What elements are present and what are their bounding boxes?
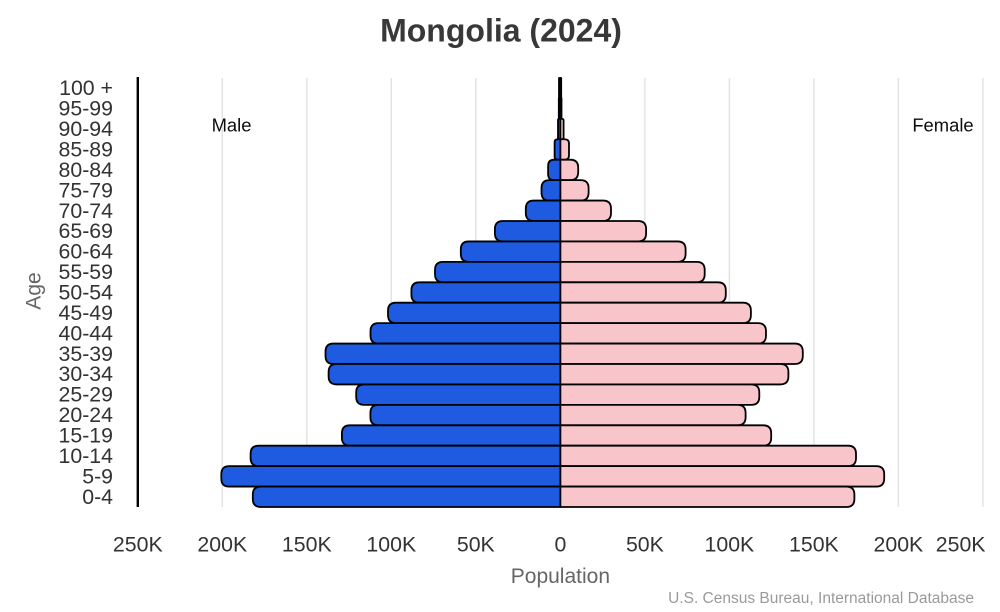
svg-text:80-84: 80-84 [59, 158, 114, 182]
svg-text:90-94: 90-94 [59, 117, 114, 141]
svg-text:60-64: 60-64 [59, 240, 114, 264]
svg-text:50-54: 50-54 [59, 281, 114, 305]
svg-text:U.S. Census Bureau, Internatio: U.S. Census Bureau, International Databa… [668, 590, 974, 607]
svg-text:50K: 50K [457, 533, 495, 557]
svg-text:200K: 200K [197, 533, 247, 557]
svg-text:10-14: 10-14 [59, 444, 114, 468]
svg-text:100 +: 100 + [59, 76, 113, 100]
svg-text:55-59: 55-59 [59, 260, 113, 284]
svg-text:250K: 250K [936, 533, 986, 557]
svg-text:95-99: 95-99 [59, 97, 113, 121]
svg-text:40-44: 40-44 [59, 321, 114, 345]
svg-text:75-79: 75-79 [59, 178, 113, 202]
svg-text:150K: 150K [789, 533, 839, 557]
svg-text:100K: 100K [705, 533, 755, 557]
svg-text:Male: Male [212, 114, 252, 135]
svg-text:20-24: 20-24 [59, 403, 114, 427]
svg-text:Mongolia (2024): Mongolia (2024) [380, 13, 622, 49]
svg-text:35-39: 35-39 [59, 342, 113, 366]
svg-text:30-34: 30-34 [59, 362, 114, 386]
svg-text:Female: Female [912, 114, 973, 135]
svg-text:85-89: 85-89 [59, 138, 113, 162]
svg-text:65-69: 65-69 [59, 219, 113, 243]
svg-text:50K: 50K [626, 533, 664, 557]
svg-text:Population: Population [511, 565, 610, 588]
svg-text:5-9: 5-9 [82, 464, 113, 488]
svg-text:150K: 150K [282, 533, 332, 557]
svg-text:70-74: 70-74 [59, 199, 114, 223]
svg-text:Age: Age [23, 272, 46, 309]
svg-text:100K: 100K [366, 533, 416, 557]
svg-text:250K: 250K [113, 533, 163, 557]
svg-text:45-49: 45-49 [59, 301, 113, 325]
svg-text:25-29: 25-29 [59, 383, 113, 407]
svg-text:15-19: 15-19 [59, 424, 113, 448]
svg-text:0-4: 0-4 [82, 485, 113, 509]
svg-text:0: 0 [554, 533, 566, 557]
svg-text:200K: 200K [874, 533, 924, 557]
